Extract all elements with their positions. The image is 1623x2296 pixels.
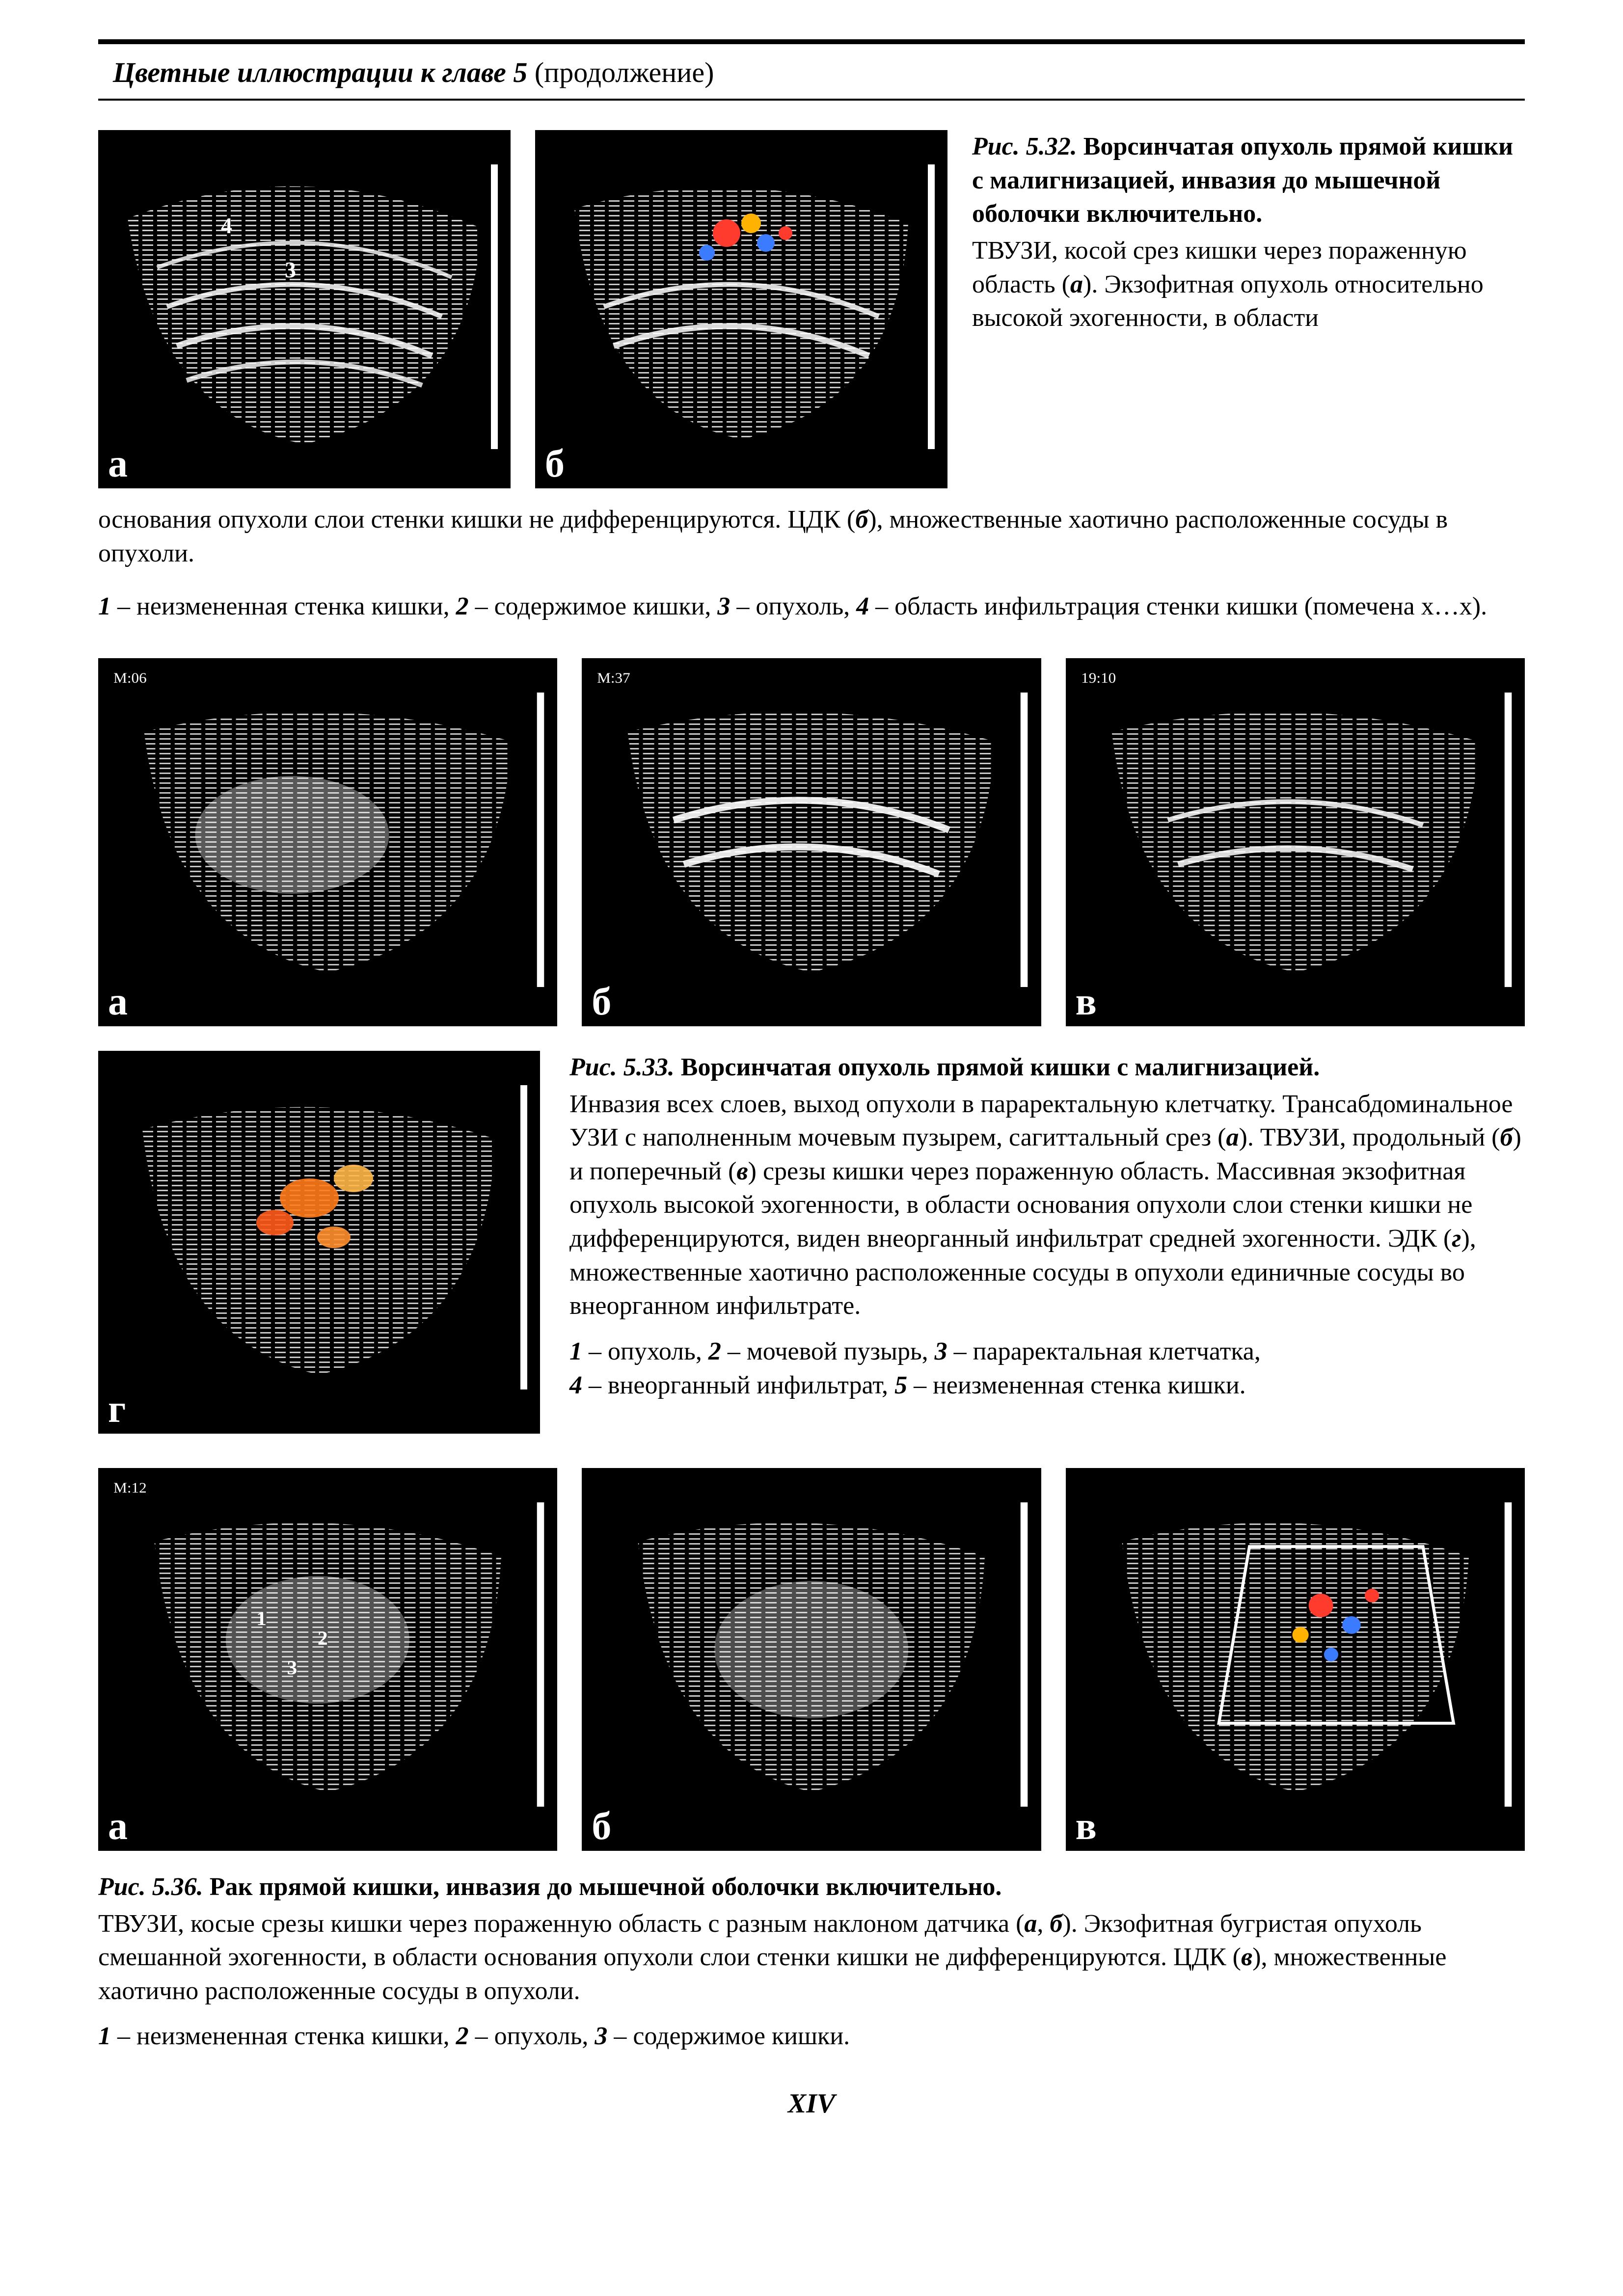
fig532-l2: 2 [456, 592, 469, 620]
fig533-number: Рис. 5.33. [569, 1053, 675, 1081]
fig532-panel-b: б [535, 130, 947, 488]
top-rule-thick [98, 39, 1525, 44]
fig532-l4-t: – область инфильтрация стенки кишки (пом… [869, 592, 1487, 620]
fig533-caption: Рис. 5.33. Ворсинчатая опухоль прямой ки… [569, 1051, 1525, 1405]
header-title-bold: Цветные иллюстрации к главе 5 [113, 56, 527, 88]
fig536-l2-t: – опухоль, [469, 2022, 595, 2050]
fig533-panel-c-label: в [1076, 982, 1097, 1021]
fig536-l1: 1 [98, 2022, 111, 2050]
svg-text:3: 3 [287, 1657, 298, 1679]
fig533-panel-b-label: б [592, 982, 611, 1021]
fig533-l5: 5 [894, 1371, 907, 1399]
fig532-l1-t: – неизмененная стенка кишки, [111, 592, 456, 620]
fig536-panel-a: 1 2 3 M:12 а [98, 1468, 557, 1851]
fig536-body-a: а [1024, 1910, 1037, 1938]
fig533-panel-a: M:06 а [98, 658, 557, 1026]
fig533-panel-c: 19:10 в [1066, 658, 1525, 1026]
svg-text:M:06: M:06 [113, 669, 147, 686]
page-number: XIV [98, 2088, 1525, 2119]
fig536-number: Рис. 5.36. [98, 1873, 203, 1901]
fig533-l1-t: – опухоль, [582, 1337, 708, 1365]
fig536-panel-a-label: а [108, 1807, 128, 1846]
fig536-body-pre: ТВУЗИ, косые срезы кишки через пораженну… [98, 1910, 1024, 1938]
fig533-panel-a-label: а [108, 982, 128, 1021]
fig532-panel-a-label: а [108, 444, 128, 483]
fig532-caption-cont: основания опухоли слои стенки кишки не д… [98, 503, 1525, 570]
svg-text:1: 1 [256, 1608, 267, 1629]
fig536-panel-c-label: в [1076, 1807, 1097, 1846]
top-rule-thin [98, 99, 1525, 101]
svg-text:19:10: 19:10 [1081, 669, 1116, 686]
fig532-cont-1: основания опухоли слои стенки кишки не д… [98, 506, 855, 534]
fig536-l3-t: – содержимое кишки. [607, 2022, 850, 2050]
fig533-panel-b: M:37 б [582, 658, 1041, 1026]
fig536-l1-t: – неизмененная стенка кишки, [111, 2022, 456, 2050]
fig536-panel-b-label: б [592, 1807, 611, 1846]
fig533-l4-t: – внеорганный инфильтрат, [582, 1371, 894, 1399]
fig532-legend: 1 – неизмененная стенка кишки, 2 – содер… [98, 590, 1525, 624]
fig533-body-d: г [1452, 1225, 1461, 1253]
fig532-cont-b: б [855, 506, 868, 534]
fig532-number: Рис. 5.32. [972, 133, 1077, 160]
fig536-body-c: в [1241, 1943, 1252, 1971]
fig536-caption: Рис. 5.36. Рак прямой кишки, инвазия до … [98, 1870, 1525, 2054]
fig532-side-a: а [1070, 270, 1083, 298]
fig532-l3: 3 [717, 592, 730, 620]
fig532-l1: 1 [98, 592, 111, 620]
fig536-panel-b: б [582, 1468, 1041, 1851]
svg-text:3: 3 [285, 257, 296, 282]
fig533-body-b: б [1500, 1123, 1513, 1151]
fig536-panel-c: в [1066, 1468, 1525, 1851]
fig533-l2-t: – мочевой пузырь, [721, 1337, 935, 1365]
fig532-caption-side: Рис. 5.32. Ворсинчатая опухоль прямой ки… [972, 130, 1525, 338]
fig533-panel-d-label: г [108, 1389, 126, 1429]
fig533-l2: 2 [708, 1337, 721, 1365]
figure-5-33: M:06 а M:37 б 19:10 в [98, 658, 1525, 1434]
fig533-panel-d: г [98, 1051, 540, 1434]
page-header: Цветные иллюстрации к главе 5 (продолжен… [98, 51, 1525, 92]
fig536-l3: 3 [595, 2022, 607, 2050]
fig533-title: Ворсинчатая опухоль прямой кишки с малиг… [681, 1053, 1320, 1081]
fig536-l2: 2 [456, 2022, 469, 2050]
figure-5-32: 3 4 а [98, 130, 1525, 624]
fig533-body-c: в [736, 1157, 748, 1185]
figure-5-36: 1 2 3 M:12 а б [98, 1468, 1525, 2054]
fig533-body-m1: ). ТВУЗИ, продольный ( [1239, 1123, 1500, 1151]
fig532-l4: 4 [856, 592, 869, 620]
fig532-l3-t: – опухоль, [730, 592, 856, 620]
fig533-l3: 3 [935, 1337, 947, 1365]
svg-text:4: 4 [221, 213, 232, 238]
fig536-title: Рак прямой кишки, инвазия до мышечной об… [210, 1873, 1002, 1901]
fig533-l5-t: – неизмененная стенка кишки. [907, 1371, 1246, 1399]
fig533-l3-t: – параректальная клетчатка, [947, 1337, 1261, 1365]
fig532-l2-t: – содержимое кишки, [469, 592, 718, 620]
svg-text:M:37: M:37 [597, 669, 631, 686]
svg-text:M:12: M:12 [113, 1479, 147, 1495]
fig536-body-mid: , [1037, 1910, 1050, 1938]
fig533-body-a: а [1226, 1123, 1239, 1151]
svg-text:2: 2 [318, 1628, 328, 1649]
fig532-panel-b-label: б [545, 444, 565, 483]
fig533-l1: 1 [569, 1337, 582, 1365]
header-title-rest: (продолжение) [527, 56, 714, 88]
fig533-l4: 4 [569, 1371, 582, 1399]
fig536-body-b: б [1050, 1910, 1062, 1938]
fig532-panel-a: 3 4 а [98, 130, 511, 488]
